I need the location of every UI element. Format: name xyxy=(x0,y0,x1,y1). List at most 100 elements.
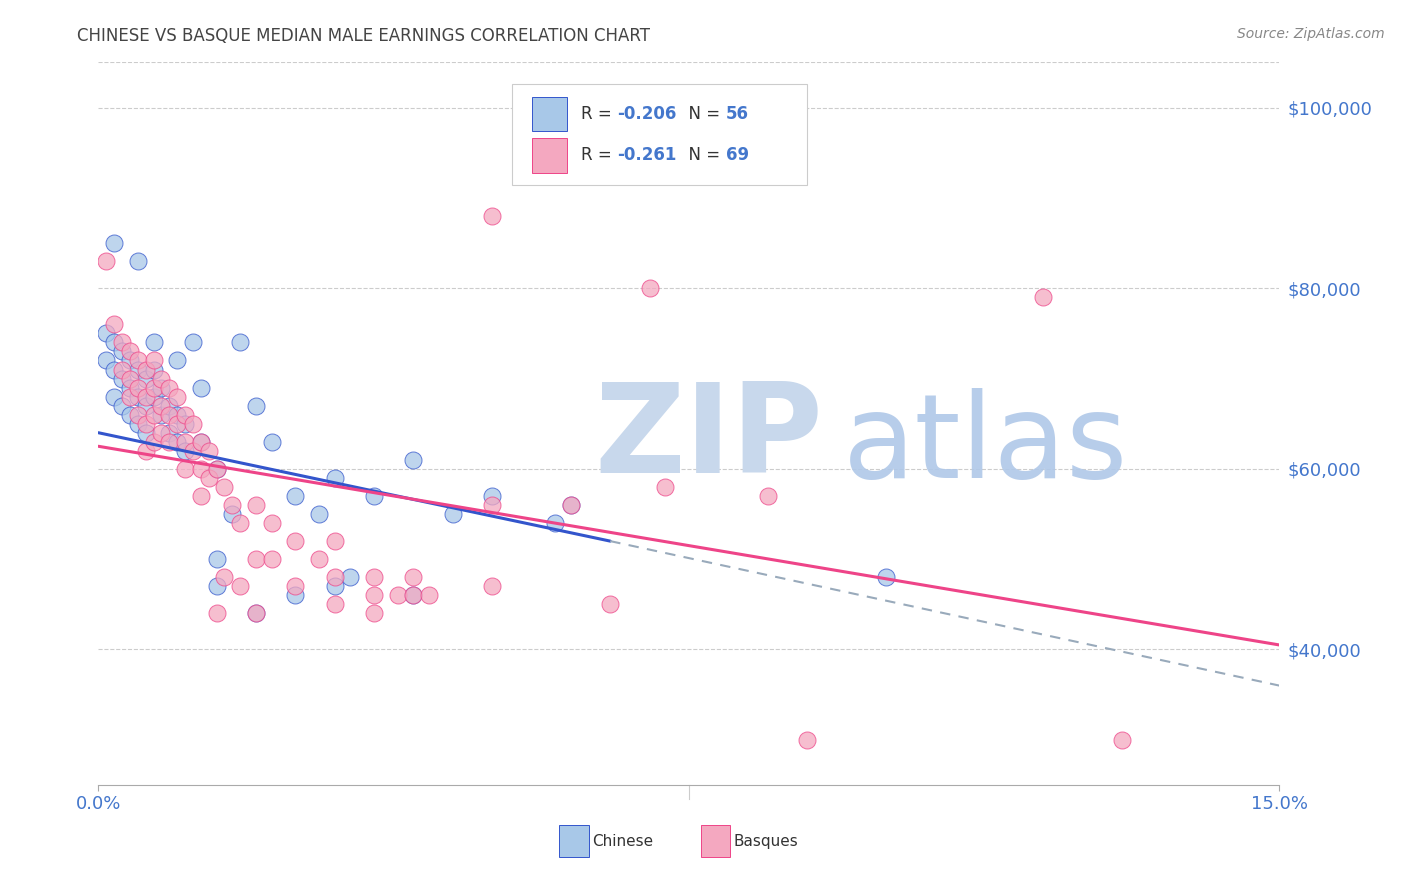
Point xyxy=(111,344,134,359)
Point xyxy=(402,570,425,584)
Point xyxy=(103,390,125,404)
Point xyxy=(118,408,141,422)
Point xyxy=(127,362,149,376)
Point xyxy=(190,434,212,449)
Text: -0.206: -0.206 xyxy=(617,105,676,123)
Point xyxy=(229,335,252,350)
Point xyxy=(214,480,236,494)
Point xyxy=(135,443,157,458)
Text: CHINESE VS BASQUE MEDIAN MALE EARNINGS CORRELATION CHART: CHINESE VS BASQUE MEDIAN MALE EARNINGS C… xyxy=(77,27,651,45)
Point xyxy=(142,380,165,394)
Point xyxy=(166,434,188,449)
Point xyxy=(142,434,165,449)
Point xyxy=(284,489,307,503)
Point xyxy=(190,462,212,476)
Point xyxy=(221,507,243,521)
Point xyxy=(135,399,157,413)
Text: Chinese: Chinese xyxy=(592,834,654,849)
Point xyxy=(127,353,149,368)
Point xyxy=(190,489,212,503)
Point xyxy=(135,390,157,404)
Point xyxy=(260,434,283,449)
Point xyxy=(308,507,330,521)
Point xyxy=(205,607,228,621)
Point xyxy=(229,579,252,593)
Text: R =: R = xyxy=(582,105,617,123)
Point xyxy=(245,498,267,512)
Point xyxy=(197,443,219,458)
Point xyxy=(150,425,173,440)
FancyBboxPatch shape xyxy=(512,84,807,186)
Text: 56: 56 xyxy=(725,105,748,123)
Point xyxy=(205,552,228,566)
Text: N =: N = xyxy=(678,146,725,164)
Point xyxy=(197,471,219,485)
Point xyxy=(756,489,779,503)
Point xyxy=(308,552,330,566)
Text: atlas: atlas xyxy=(842,388,1128,503)
Point xyxy=(166,353,188,368)
Point xyxy=(157,434,180,449)
Point xyxy=(166,408,188,422)
Point xyxy=(796,732,818,747)
Point xyxy=(214,570,236,584)
Point xyxy=(339,570,361,584)
Point xyxy=(402,588,425,602)
Point xyxy=(157,399,180,413)
Point xyxy=(245,607,267,621)
Point xyxy=(103,318,125,332)
Point xyxy=(157,425,180,440)
Point xyxy=(245,607,267,621)
Point xyxy=(387,588,409,602)
Point xyxy=(142,408,165,422)
Text: 69: 69 xyxy=(725,146,748,164)
Point xyxy=(135,371,157,385)
Point xyxy=(157,408,180,422)
Point xyxy=(205,579,228,593)
Point xyxy=(654,480,676,494)
Point xyxy=(205,462,228,476)
Point xyxy=(181,443,204,458)
Point xyxy=(150,408,173,422)
Point xyxy=(245,399,267,413)
Point xyxy=(599,598,621,612)
Point xyxy=(323,598,346,612)
Point xyxy=(103,335,125,350)
Bar xyxy=(531,138,567,173)
Point xyxy=(323,471,346,485)
Point xyxy=(96,254,118,268)
Point xyxy=(481,498,503,512)
Point xyxy=(174,408,197,422)
Point xyxy=(96,326,118,341)
Point xyxy=(363,588,385,602)
Text: R =: R = xyxy=(582,146,617,164)
Point xyxy=(418,588,440,602)
Point xyxy=(111,399,134,413)
Text: Basques: Basques xyxy=(734,834,799,849)
Point xyxy=(142,335,165,350)
Point xyxy=(260,516,283,530)
Point xyxy=(135,417,157,431)
Point xyxy=(441,507,464,521)
Point xyxy=(481,579,503,593)
Point xyxy=(118,371,141,385)
Point xyxy=(166,417,188,431)
Point xyxy=(181,335,204,350)
Point xyxy=(284,534,307,549)
Point xyxy=(135,425,157,440)
Point xyxy=(150,371,173,385)
Point xyxy=(638,281,661,295)
Point xyxy=(875,570,897,584)
Point xyxy=(481,209,503,223)
Bar xyxy=(560,825,589,857)
Bar xyxy=(531,96,567,131)
Point xyxy=(363,489,385,503)
Point xyxy=(157,380,180,394)
Point xyxy=(127,390,149,404)
Point xyxy=(174,417,197,431)
Point xyxy=(205,462,228,476)
Point xyxy=(181,417,204,431)
Point xyxy=(111,371,134,385)
Point xyxy=(142,390,165,404)
Point xyxy=(284,588,307,602)
